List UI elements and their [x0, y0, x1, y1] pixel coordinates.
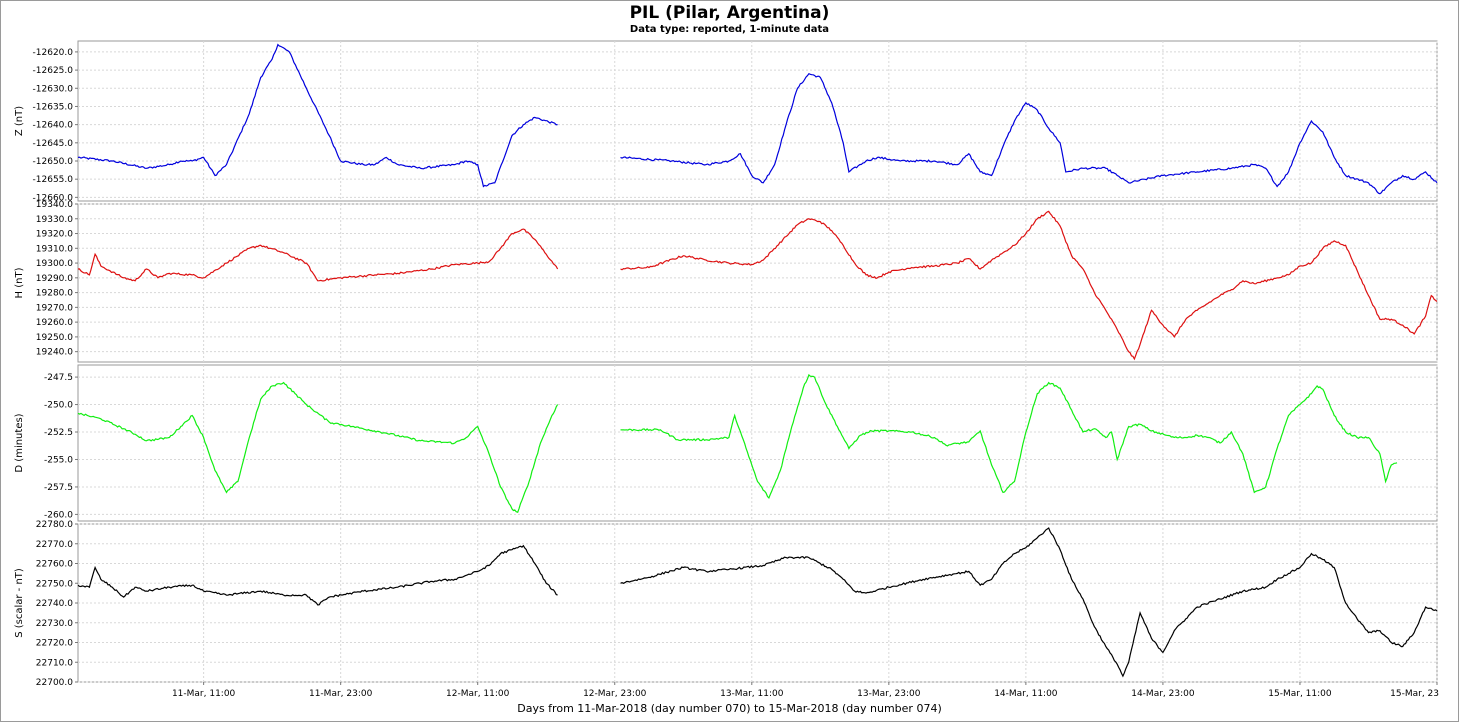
y-tick-label: 19300.0	[36, 259, 73, 269]
panel-plot-area	[77, 40, 1438, 202]
panel-plot-area	[77, 203, 1438, 363]
y-tick-label: 19280.0	[36, 289, 73, 299]
y-tick-label: -12635.0	[33, 102, 74, 112]
y-tick-label: -250.0	[44, 401, 73, 411]
series-line	[620, 72, 1438, 195]
y-tick-label: 22730.0	[36, 619, 73, 629]
y-tick-label: 19330.0	[36, 215, 73, 225]
panel-plot-area	[77, 523, 1438, 683]
y-tick-label: -252.5	[44, 428, 73, 438]
x-tick-label: 15-Mar, 23	[1390, 689, 1439, 699]
y-tick-label: 19270.0	[36, 303, 73, 313]
y-tick-label: -12640.0	[33, 121, 74, 131]
y-tick-label: 19320.0	[36, 230, 73, 240]
x-tick-label: 11-Mar, 11:00	[172, 689, 236, 699]
y-tick-label: 19290.0	[36, 274, 73, 284]
panel-plot-area	[77, 364, 1438, 522]
x-tick-label: 13-Mar, 11:00	[720, 689, 784, 699]
x-tick-label: 13-Mar, 23:00	[857, 689, 921, 699]
y-tick-label: 19260.0	[36, 318, 73, 328]
y-tick-label: 22780.0	[36, 520, 73, 530]
y-tick-label: -12645.0	[33, 139, 74, 149]
y-tick-label: -12660.0	[33, 193, 74, 203]
y-tick-label: 22740.0	[36, 599, 73, 609]
x-tick-label: 14-Mar, 23:00	[1131, 689, 1195, 699]
y-tick-label: -12620.0	[33, 48, 74, 58]
series-line	[620, 210, 1438, 361]
y-tick-label: 22700.0	[36, 678, 73, 688]
y-tick-label: -247.5	[44, 373, 73, 383]
y-axis-label: D (minutes)	[14, 413, 25, 472]
y-tick-label: 22720.0	[36, 639, 73, 649]
y-tick-label: 22770.0	[36, 540, 73, 550]
y-tick-label: -12625.0	[33, 66, 74, 76]
y-tick-label: 19250.0	[36, 333, 73, 343]
y-axis-label: Z (nT)	[14, 106, 25, 136]
series-line	[620, 373, 1398, 499]
y-tick-label: -260.0	[44, 510, 73, 520]
x-tick-label: 12-Mar, 23:00	[583, 689, 647, 699]
x-tick-label: 14-Mar, 11:00	[994, 689, 1058, 699]
series-line	[77, 544, 558, 606]
chart-subtitle: Data type: reported, 1-minute data	[629, 24, 830, 35]
chart-title: PIL (Pilar, Argentina)	[629, 3, 830, 23]
y-tick-label: 19310.0	[36, 244, 73, 254]
x-tick-label: 12-Mar, 11:00	[446, 689, 510, 699]
y-tick-label: 22760.0	[36, 560, 73, 570]
y-tick-label: -12655.0	[33, 175, 74, 185]
y-axis-label: S (scalar - nT)	[14, 568, 25, 638]
y-tick-label: -255.0	[44, 455, 73, 465]
y-tick-label: 19240.0	[36, 348, 73, 358]
x-tick-label: 11-Mar, 23:00	[309, 689, 373, 699]
y-tick-label: -257.5	[44, 483, 73, 493]
series-line	[620, 527, 1438, 678]
x-tick-label: 15-Mar, 11:00	[1268, 689, 1332, 699]
y-tick-label: 19340.0	[36, 200, 73, 210]
series-line	[77, 43, 558, 188]
series-line	[77, 228, 559, 282]
y-tick-label: 22710.0	[36, 658, 73, 668]
y-axis-label: H (nT)	[14, 267, 25, 298]
y-tick-label: -12650.0	[33, 157, 74, 167]
y-tick-label: 22750.0	[36, 579, 73, 589]
x-axis-label: Days from 11-Mar-2018 (day number 070) t…	[517, 702, 942, 715]
series-line	[77, 381, 559, 513]
y-tick-label: -12630.0	[33, 84, 74, 94]
